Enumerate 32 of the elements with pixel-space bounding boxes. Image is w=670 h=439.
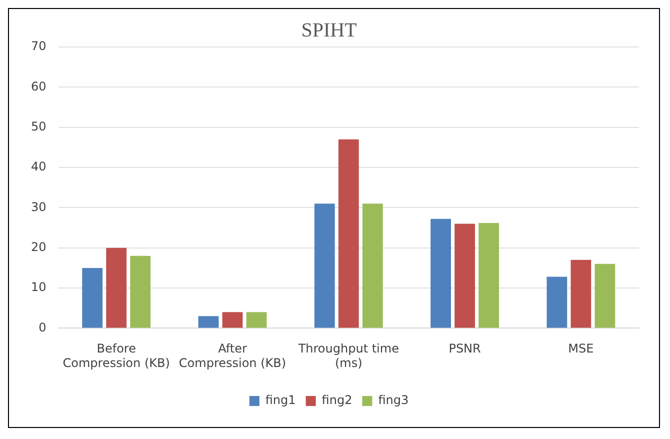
bar <box>222 312 243 328</box>
x-tick-label: MSE <box>568 342 594 356</box>
bar <box>130 256 151 328</box>
y-tick-label: 10 <box>30 280 46 294</box>
bar <box>106 248 127 328</box>
bar <box>430 218 451 328</box>
legend-label: fing1 <box>265 393 296 408</box>
y-tick-label: 20 <box>30 240 46 254</box>
bar <box>478 222 499 328</box>
y-tick-label: 0 <box>38 320 46 334</box>
x-tick-label: Before Compression (KB) <box>62 342 170 370</box>
bar <box>338 139 359 328</box>
bar <box>546 276 568 328</box>
bar <box>82 268 103 328</box>
x-tick-label: Throughput time (ms) <box>297 342 399 370</box>
legend-label: fing3 <box>378 393 409 408</box>
bar <box>314 204 335 328</box>
x-tick-label: PSNR <box>448 342 481 356</box>
legend-label: fing2 <box>322 393 352 408</box>
bar <box>570 260 592 328</box>
y-tick-label: 40 <box>30 160 46 174</box>
y-tick-label: 60 <box>30 79 46 94</box>
bar <box>594 264 616 328</box>
y-tick-label: 30 <box>30 200 46 214</box>
bar <box>198 316 219 328</box>
bar <box>454 224 475 328</box>
x-tick-label: After Compression (KB) <box>178 342 286 370</box>
y-tick-label: 50 <box>30 119 46 134</box>
bar <box>362 204 383 328</box>
y-tick-label: 70 <box>30 39 46 54</box>
chart-title: SPIHT <box>301 19 357 42</box>
bar <box>246 312 267 328</box>
